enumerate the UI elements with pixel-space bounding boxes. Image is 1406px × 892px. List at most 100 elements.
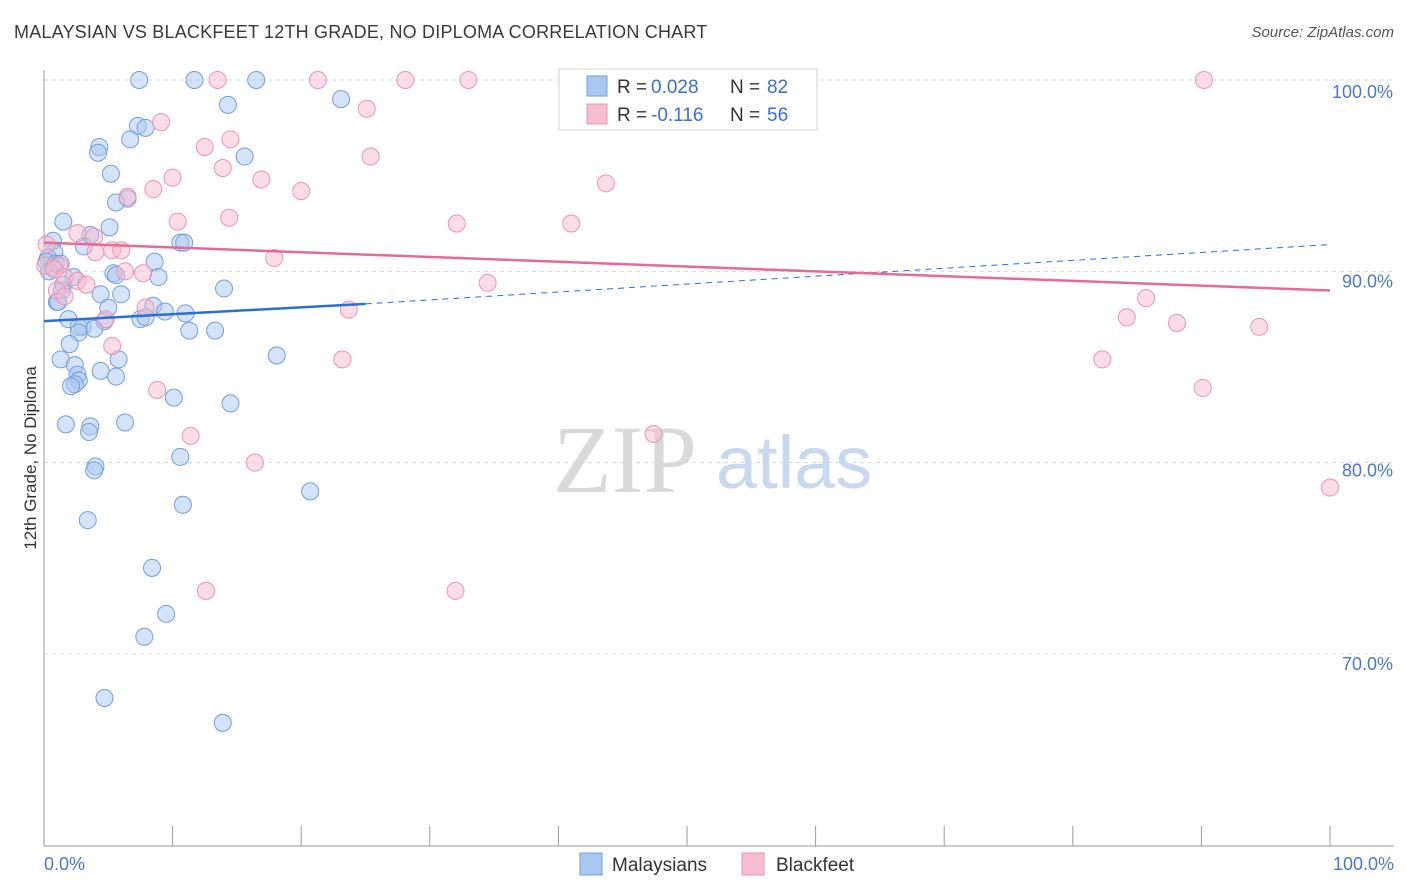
malaysians-point — [80, 423, 99, 442]
y-tick-labels: 70.0% 80.0% 90.0% 100.0% — [1332, 82, 1393, 674]
legend-n-label-malaysians: N = — [730, 77, 760, 98]
malaysians-point — [143, 558, 162, 577]
bottom-legend-swatch-blackfeet — [741, 852, 765, 876]
blackfeet-point — [1137, 289, 1156, 308]
blackfeet-point — [68, 224, 87, 243]
blackfeet-point — [55, 287, 74, 306]
watermark-zip: ZIP — [553, 406, 697, 513]
blackfeet-point — [596, 174, 615, 193]
y-tick-label-90: 90.0% — [1342, 271, 1393, 291]
blackfeet-point — [396, 71, 415, 89]
chart-title: MALAYSIAN VS BLACKFEET 12TH GRADE, NO DI… — [14, 22, 708, 42]
blackfeet-point — [446, 581, 465, 600]
source-label: Source: ZipAtlas.com — [1251, 24, 1394, 41]
grid-lines — [44, 79, 1394, 655]
malaysians-point — [218, 95, 237, 114]
malaysians-point — [60, 335, 79, 354]
blackfeet-point — [37, 235, 56, 254]
x-tick-label-min: 0.0% — [44, 854, 85, 874]
malaysians-point — [164, 388, 183, 407]
watermark-atlas: atlas — [716, 421, 872, 504]
blackfeet-point — [447, 214, 466, 233]
blackfeet-point — [245, 453, 264, 472]
blackfeet-point — [144, 180, 163, 199]
y-tick-label-80: 80.0% — [1342, 461, 1393, 481]
legend-n-malaysians: 82 — [767, 77, 788, 98]
blackfeet-point — [213, 159, 232, 178]
malaysians-point — [101, 164, 120, 183]
malaysians-point — [112, 285, 131, 304]
malaysians-point — [235, 147, 254, 166]
malaysians-point — [121, 130, 140, 149]
blackfeet-point — [1321, 478, 1339, 497]
blackfeet-point — [292, 181, 311, 200]
blackfeet-point — [152, 113, 171, 132]
blackfeet-point — [265, 248, 284, 267]
blackfeet-point — [1117, 308, 1136, 327]
legend-n-blackfeet: 56 — [767, 105, 788, 126]
malaysians-point — [62, 377, 81, 396]
malaysians-point — [155, 302, 174, 321]
blackfeet-point — [562, 214, 581, 233]
bottom-legend: Malaysians Blackfeet — [579, 852, 855, 876]
trend-blackfeet — [43, 241, 1331, 292]
blackfeet-point — [163, 168, 182, 187]
blackfeet-point — [1250, 317, 1269, 336]
y-tick-label-70: 70.0% — [1342, 654, 1393, 674]
blackfeet-point — [116, 262, 135, 281]
malaysians-point — [91, 285, 110, 304]
malaysians-point — [157, 604, 176, 623]
legend-swatch-blackfeet — [586, 103, 608, 125]
blackfeet-point — [77, 275, 96, 294]
malaysians-point — [173, 495, 192, 514]
series-malaysians — [37, 71, 351, 732]
x-tick-label-max: 100.0% — [1333, 854, 1394, 874]
legend-n-label-blackfeet: N = — [730, 105, 760, 126]
blackfeet-point — [85, 227, 104, 246]
blackfeet-point — [168, 212, 187, 231]
blackfeet-point — [181, 426, 200, 445]
legend-r-label-malaysians: R = — [617, 77, 647, 98]
blackfeet-point — [195, 137, 214, 156]
blackfeet-point — [103, 336, 122, 355]
blackfeet-point — [148, 380, 167, 399]
malaysians-point — [180, 321, 199, 340]
malaysians-point — [56, 415, 75, 434]
trend-lines — [43, 241, 1331, 323]
malaysians-point — [130, 71, 149, 89]
trend-malaysians-extension — [365, 244, 1331, 305]
axes — [43, 70, 1394, 847]
bottom-legend-malaysians: Malaysians — [612, 855, 707, 876]
blackfeet-point — [118, 187, 137, 206]
blackfeet-point — [333, 350, 352, 369]
malaysians-point — [215, 279, 234, 298]
malaysians-point — [85, 461, 104, 480]
malaysians-point — [171, 447, 190, 466]
legend-r-label-blackfeet: R = — [617, 105, 647, 126]
malaysians-point — [206, 321, 225, 340]
blackfeet-point — [308, 71, 327, 89]
y-axis-label: 12th Grade, No Diploma — [21, 366, 40, 550]
trend-malaysians — [43, 302, 366, 323]
malaysians-point — [301, 482, 320, 501]
malaysians-point — [136, 118, 155, 137]
blackfeet-point — [478, 273, 497, 292]
malaysians-point — [135, 627, 154, 646]
blackfeet-point — [1093, 350, 1112, 369]
blackfeet-point — [644, 424, 663, 443]
malaysians-point — [107, 367, 126, 386]
malaysians-point — [100, 218, 119, 237]
legend-swatch-malaysians — [586, 75, 608, 97]
blackfeet-point — [208, 71, 227, 89]
blackfeet-point — [197, 581, 216, 600]
malaysians-point — [213, 713, 232, 732]
malaysians-point — [116, 413, 135, 432]
malaysians-point — [247, 71, 266, 89]
blackfeet-point — [1193, 379, 1212, 398]
blackfeet-point — [459, 71, 478, 89]
malaysians-point — [89, 143, 108, 162]
malaysians-point — [332, 90, 351, 109]
malaysians-point — [185, 71, 204, 89]
blackfeet-point — [136, 298, 155, 317]
